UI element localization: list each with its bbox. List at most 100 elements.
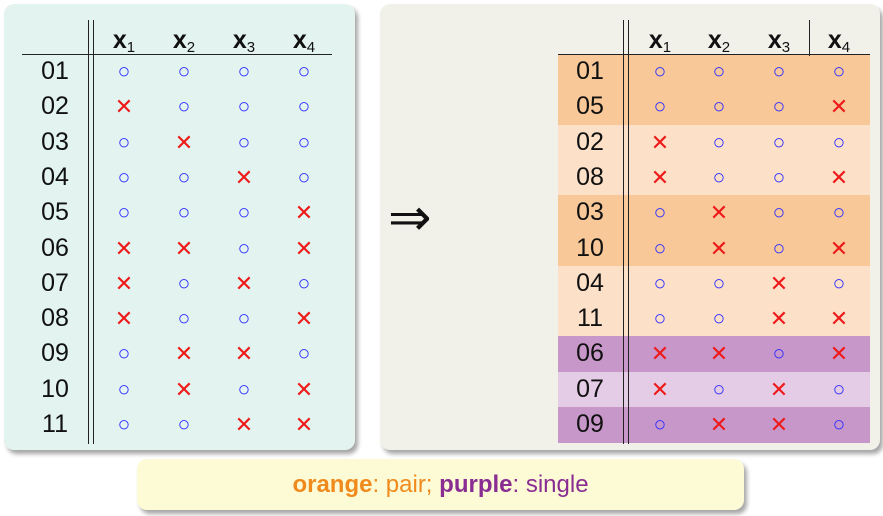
right-row-band xyxy=(558,124,870,161)
left-cross-mark: ✕ xyxy=(114,94,134,120)
right-row-label: 09 xyxy=(576,410,604,438)
left-row-label: 03 xyxy=(41,127,69,156)
left-cross-mark: ✕ xyxy=(174,129,194,155)
implies-arrow: ⇒ xyxy=(388,188,432,248)
right-row-band xyxy=(558,407,870,443)
right-circle-mark: ○ xyxy=(832,130,846,154)
right-circle-mark: ○ xyxy=(712,130,726,154)
right-header-x1: x1 xyxy=(630,25,690,56)
right-cross-mark: ✕ xyxy=(650,129,670,155)
col-index: 3 xyxy=(246,39,256,56)
right-row-band xyxy=(558,301,870,337)
left-circle-mark: ○ xyxy=(177,307,191,331)
left-header-x4: x4 xyxy=(274,25,334,56)
left-cross-mark: ✕ xyxy=(174,235,194,261)
col-var: x xyxy=(172,26,187,54)
right-circle-mark: ○ xyxy=(653,271,667,295)
left-header-x1: x1 xyxy=(94,25,154,56)
left-circle-mark: ○ xyxy=(177,413,191,436)
right-circle-mark: ○ xyxy=(772,95,786,119)
left-circle-mark: ○ xyxy=(117,201,131,225)
left-circle-mark: ○ xyxy=(297,342,311,366)
left-circle-mark: ○ xyxy=(117,342,131,366)
right-row-band xyxy=(558,89,870,126)
col-index: 3 xyxy=(781,39,791,56)
left-row-label: 06 xyxy=(41,233,69,262)
right-circle-mark: ○ xyxy=(772,60,786,83)
right-row-band xyxy=(558,336,870,373)
left-circle-mark: ○ xyxy=(237,377,251,401)
right-row-label: 05 xyxy=(576,92,604,121)
left-circle-mark: ○ xyxy=(237,60,251,83)
left-circle-mark: ○ xyxy=(297,130,311,154)
left-circle-mark: ○ xyxy=(297,271,311,295)
right-row-band xyxy=(558,159,870,196)
right-circle-mark: ○ xyxy=(832,271,846,295)
right-header-x3: x3 xyxy=(749,25,809,56)
col-index: 2 xyxy=(186,39,196,56)
right-cross-mark: ✕ xyxy=(769,306,789,332)
left-circle-mark: ○ xyxy=(177,95,191,119)
right-column-divider xyxy=(809,20,810,56)
left-header-rule xyxy=(22,54,332,55)
left-circle-mark: ○ xyxy=(177,271,191,295)
col-index: 4 xyxy=(306,39,316,56)
legend-box: orange: pair; purple: single xyxy=(137,459,744,510)
right-cross-mark: ✕ xyxy=(650,164,670,190)
right-circle-mark: ○ xyxy=(832,60,846,83)
right-row-band xyxy=(558,54,870,90)
col-index: 2 xyxy=(721,39,731,56)
left-cross-mark: ✕ xyxy=(294,306,314,332)
right-cross-mark: ✕ xyxy=(769,412,789,437)
legend-purple-desc: : single xyxy=(512,471,589,498)
right-circle-mark: ○ xyxy=(772,342,786,366)
right-header-rule xyxy=(558,54,870,55)
left-double-rule-b xyxy=(93,20,94,444)
right-cross-mark: ✕ xyxy=(709,341,729,367)
left-circle-mark: ○ xyxy=(237,236,251,260)
right-row-band xyxy=(558,230,870,267)
right-row-label: 08 xyxy=(576,162,604,191)
right-row-label: 04 xyxy=(576,268,604,297)
right-row-label: 11 xyxy=(577,304,603,333)
left-cross-mark: ✕ xyxy=(114,235,134,261)
left-circle-mark: ○ xyxy=(117,165,131,189)
left-row-label: 11 xyxy=(42,410,68,438)
left-circle-mark: ○ xyxy=(297,95,311,119)
right-circle-mark: ○ xyxy=(772,130,786,154)
right-circle-mark: ○ xyxy=(653,95,667,119)
right-circle-mark: ○ xyxy=(712,165,726,189)
left-circle-mark: ○ xyxy=(237,130,251,154)
right-circle-mark: ○ xyxy=(653,236,667,260)
left-circle-mark: ○ xyxy=(177,60,191,83)
right-header-x2: x2 xyxy=(689,25,749,56)
right-circle-mark: ○ xyxy=(772,201,786,225)
right-row-band xyxy=(558,265,870,302)
right-circle-mark: ○ xyxy=(653,307,667,331)
col-var: x xyxy=(292,26,307,54)
left-row-label: 01 xyxy=(41,57,69,85)
col-var: x xyxy=(707,26,722,54)
left-cross-mark: ✕ xyxy=(294,376,314,402)
left-cross-mark: ✕ xyxy=(174,341,194,367)
right-cross-mark: ✕ xyxy=(709,412,729,437)
legend-purple-word: purple xyxy=(439,471,513,498)
col-index: 4 xyxy=(841,39,851,56)
left-row-label: 02 xyxy=(41,92,69,121)
col-var: x xyxy=(767,26,782,54)
right-circle-mark: ○ xyxy=(712,307,726,331)
left-circle-mark: ○ xyxy=(237,95,251,119)
right-cross-mark: ✕ xyxy=(709,200,729,226)
right-cross-mark: ✕ xyxy=(769,376,789,402)
right-cross-mark: ✕ xyxy=(650,341,670,367)
right-row-label: 10 xyxy=(576,233,604,262)
right-row-label: 02 xyxy=(576,127,604,156)
right-cross-mark: ✕ xyxy=(650,376,670,402)
right-cross-mark: ✕ xyxy=(829,164,849,190)
left-circle-mark: ○ xyxy=(117,413,131,436)
left-double-rule-a xyxy=(88,20,89,444)
left-circle-mark: ○ xyxy=(297,165,311,189)
col-var: x xyxy=(112,26,127,54)
left-row-label: 10 xyxy=(41,374,69,403)
right-circle-mark: ○ xyxy=(653,201,667,225)
